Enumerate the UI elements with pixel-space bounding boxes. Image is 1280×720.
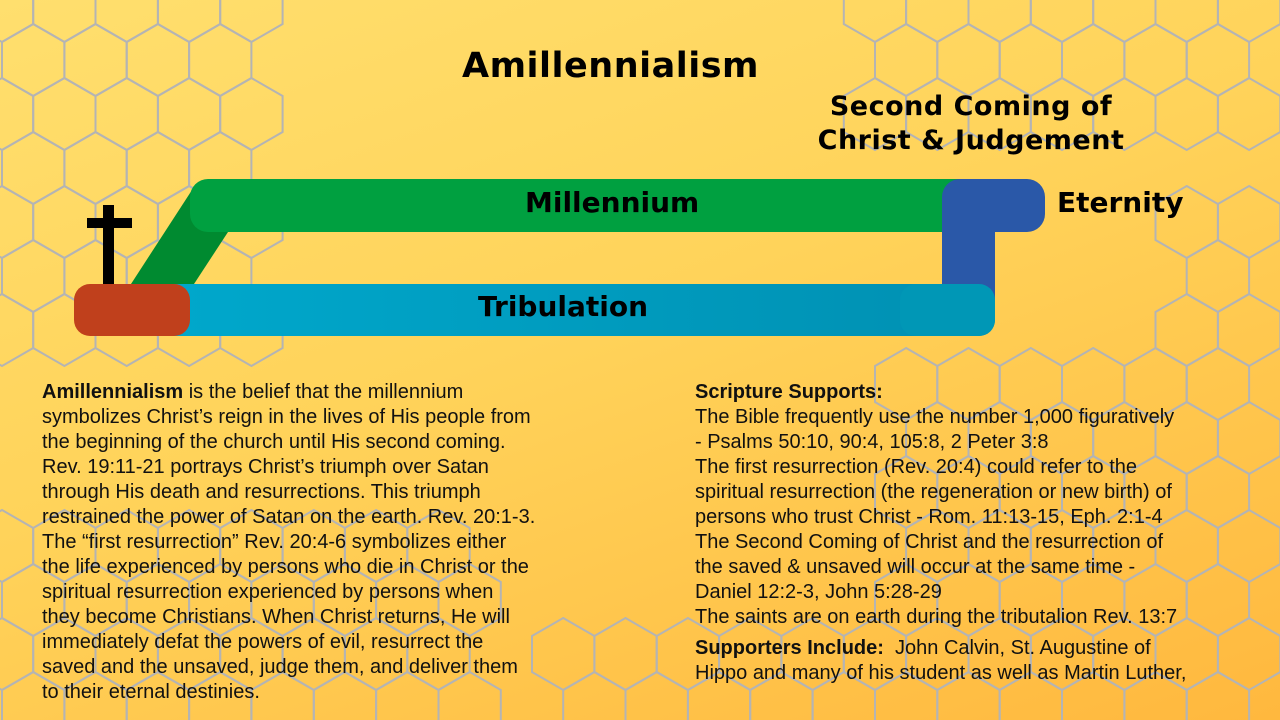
- supporters: Supporters Include: John Calvin, St. Aug…: [695, 636, 1255, 686]
- page-title: Amillennialism: [462, 46, 760, 86]
- millennium-bar: [190, 179, 1010, 232]
- definition-line: they become Christians. When Christ retu…: [42, 606, 510, 628]
- hexagon-decoration: [624, 670, 689, 720]
- definition-line: through His death and resurrections. Thi…: [42, 481, 481, 503]
- scripture-line: persons who trust Christ - Rom. 11:13-15…: [695, 506, 1163, 528]
- subtitle-line-2: Christ & Judgement: [817, 125, 1125, 156]
- supporters-heading: Supporters Include:: [695, 637, 884, 659]
- definition-line: Rev. 19:11-21 portrays Christ’s triumph …: [42, 456, 489, 478]
- definition-first-line: is the belief that the millennium: [183, 381, 464, 403]
- definition-line: the beginning of the church until His se…: [42, 431, 506, 453]
- supporters-line: Supporters Include: John Calvin, St. Aug…: [695, 636, 1255, 661]
- definition-text: Amillennialism is the belief that the mi…: [42, 380, 602, 705]
- defined-term: Amillennialism: [42, 381, 184, 403]
- subtitle-line-1: Second Coming of: [829, 91, 1113, 122]
- definition-line: Amillennialism is the belief that the mi…: [42, 380, 602, 405]
- supporters-text: John Calvin, St. Augustine of: [883, 637, 1151, 659]
- definition-line: restrained the power of Satan on the ear…: [42, 506, 536, 528]
- hexagon-decoration: [437, 670, 502, 720]
- tribulation-bar-end: [900, 284, 995, 336]
- millennium-label: Millennium: [525, 186, 700, 219]
- second-coming-label: Second Coming of Christ & Judgement: [766, 90, 1176, 158]
- scripture-line: Daniel 12:2-3, John 5:28-29: [695, 581, 942, 603]
- definition-line: immediately defat the powers of evil, re…: [42, 631, 484, 653]
- scripture-heading-text: Scripture Supports:: [695, 381, 883, 403]
- scripture-line: the saved & unsaved will occur at the sa…: [695, 556, 1136, 578]
- hexagon-decoration: [593, 616, 658, 692]
- tribulation-label: Tribulation: [478, 290, 649, 323]
- tribulation-bar: [150, 284, 995, 336]
- scripture-line: The Bible frequently use the number 1,00…: [695, 406, 1175, 428]
- definition-line: symbolizes Christ’s reign in the lives o…: [42, 406, 531, 428]
- hexagon-decoration: [0, 616, 35, 692]
- timeline-diagram: [74, 179, 1045, 336]
- hexagon-decoration: [1216, 76, 1280, 152]
- church-start-block: [74, 284, 190, 336]
- scripture-line: The Second Coming of Christ and the resu…: [695, 531, 1164, 553]
- definition-line: the life experienced by persons who die …: [42, 556, 529, 578]
- scripture-line: The first resurrection (Rev. 20:4) could…: [695, 456, 1138, 478]
- cross-icon: [87, 205, 132, 284]
- supporters-line: Hippo and many of his student as well as…: [695, 662, 1187, 684]
- scripture-heading: Scripture Supports:: [695, 380, 1255, 405]
- scripture-supports: Scripture Supports: The Bible frequently…: [695, 380, 1255, 686]
- eternity-label: Eternity: [1057, 186, 1184, 219]
- hexagon-decoration: [0, 508, 35, 584]
- scripture-line: The saints are on earth during the tribu…: [695, 606, 1178, 628]
- scripture-line: spiritual resurrection (the regeneration…: [695, 481, 1172, 503]
- definition-line: saved and the unsaved, judge them, and d…: [42, 656, 518, 678]
- definition-line: The “first resurrection” Rev. 20:4-6 sym…: [42, 531, 507, 553]
- hexagon-decoration: [1185, 670, 1251, 720]
- scripture-line: - Psalms 50:10, 90:4, 105:8, 2 Peter 3:8: [695, 431, 1049, 453]
- definition-line: to their eternal destinies.: [42, 681, 260, 703]
- definition-line: spiritual resurrection experienced by pe…: [42, 581, 494, 603]
